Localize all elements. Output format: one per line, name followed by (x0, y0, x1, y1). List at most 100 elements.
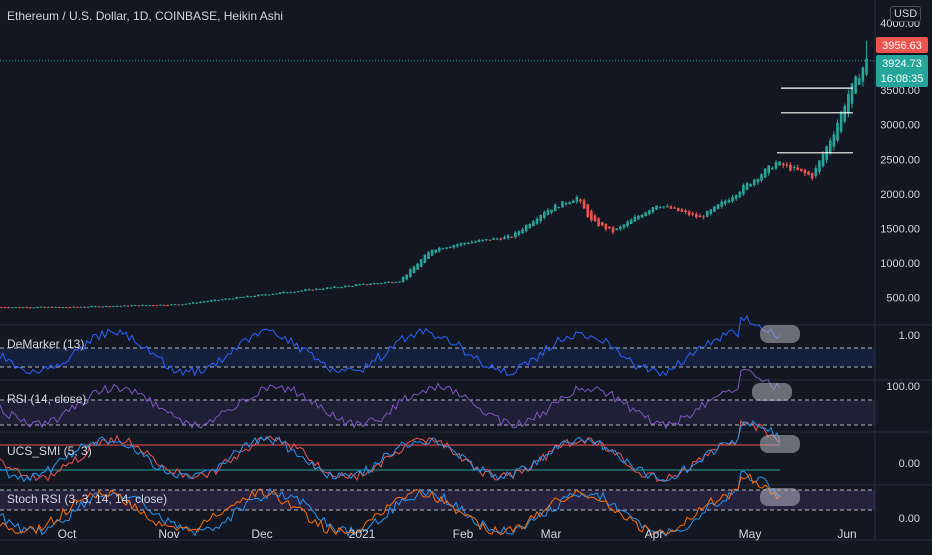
candle-body (720, 201, 723, 207)
candle-body (633, 216, 637, 222)
indicator-panel (0, 368, 875, 430)
chart-title: Ethereum / U.S. Dollar, 1D, COINBASE, He… (7, 9, 284, 23)
candle-body (430, 249, 434, 256)
indicator-line (0, 473, 781, 536)
candle-body (571, 200, 575, 203)
candle-body (427, 252, 430, 259)
candle-body (510, 236, 514, 238)
candle-body (651, 207, 655, 213)
indicator-tick-label: 100.00 (886, 381, 920, 393)
candle-body (162, 304, 166, 306)
candle-body (441, 248, 445, 250)
candle-body (640, 214, 644, 218)
candle-body (564, 203, 568, 205)
candle-body (702, 216, 705, 218)
candle-body (159, 304, 162, 306)
candle-body (401, 277, 405, 282)
candle-body (760, 174, 763, 181)
candle-body (228, 298, 231, 300)
indicator-band (0, 348, 875, 367)
candle-body (850, 83, 854, 104)
time-tick-label: Dec (251, 527, 272, 541)
candle-body (828, 140, 832, 154)
currency-badge[interactable]: USD (890, 6, 922, 22)
last-price-label: 3924.73 (882, 58, 922, 70)
candle-body (372, 283, 376, 285)
candle-body (340, 287, 343, 289)
high-price-label: 3956.63 (882, 40, 922, 52)
candle-body (10, 307, 14, 309)
candle-body (18, 307, 21, 309)
candle-body (119, 305, 123, 307)
candle-body (65, 307, 68, 309)
candle-body (126, 305, 130, 307)
candle-body (658, 207, 662, 209)
candle-body (86, 306, 90, 308)
candle-body (676, 207, 680, 212)
candle-body (311, 289, 314, 291)
candle-body (781, 163, 785, 166)
candle-body (419, 259, 423, 267)
candle-body (148, 305, 152, 307)
candle-body (398, 281, 401, 283)
candle-body (691, 213, 695, 215)
high-price-badge (876, 37, 928, 53)
candle-body (76, 306, 79, 308)
candle-body (267, 294, 271, 296)
indicator-tick-label: 1.00 (899, 330, 920, 342)
candle-body (503, 236, 506, 240)
candle-body (209, 300, 213, 302)
candle-body (575, 196, 579, 202)
candle-body (380, 282, 383, 284)
candle-body (448, 246, 452, 249)
price-tick-label: 1500.00 (880, 223, 920, 235)
candle-body (405, 274, 409, 280)
candle-body (104, 305, 108, 307)
candle-body (470, 241, 474, 244)
candle-body (774, 162, 778, 169)
indicator-label: DeMarker (13) (7, 337, 84, 351)
candle-body (362, 283, 365, 285)
price-tick-label: 500.00 (886, 292, 920, 304)
time-tick-label: 2021 (349, 527, 376, 541)
candle-body (832, 134, 836, 147)
time-tick-label: Apr (645, 527, 664, 541)
candle-body (61, 306, 65, 308)
candle-body (36, 306, 39, 308)
candle-body (604, 223, 608, 230)
candle-body (521, 229, 524, 234)
candle-body (14, 306, 18, 308)
candle-body (376, 283, 380, 285)
candle-body (387, 281, 390, 283)
candle-body (235, 297, 238, 299)
candle-body (731, 197, 734, 202)
candle-body (742, 185, 745, 195)
candle-body (532, 221, 535, 227)
candle-body (666, 206, 669, 208)
candle-body (763, 168, 767, 178)
candle-body (839, 111, 843, 132)
candle-body (285, 292, 289, 294)
candle-body (191, 302, 195, 304)
indicator-line (0, 420, 781, 483)
candle-body (304, 289, 307, 292)
time-tick-label: May (739, 527, 762, 541)
candle-body (253, 295, 256, 297)
candle-body (130, 305, 133, 307)
candle-body (184, 303, 188, 305)
candle-body (57, 307, 61, 309)
indicator-band (0, 490, 875, 510)
candle-body (7, 307, 10, 309)
candle-body (517, 231, 521, 235)
candle-body (582, 200, 586, 209)
candle-body (792, 167, 796, 169)
candle-body (752, 179, 756, 186)
time-tick-label: Mar (541, 527, 562, 541)
candle-body (843, 105, 847, 122)
candle-body (568, 202, 571, 204)
candle-body (278, 292, 282, 294)
highlight-blob (760, 488, 800, 506)
candle-body (333, 286, 336, 288)
